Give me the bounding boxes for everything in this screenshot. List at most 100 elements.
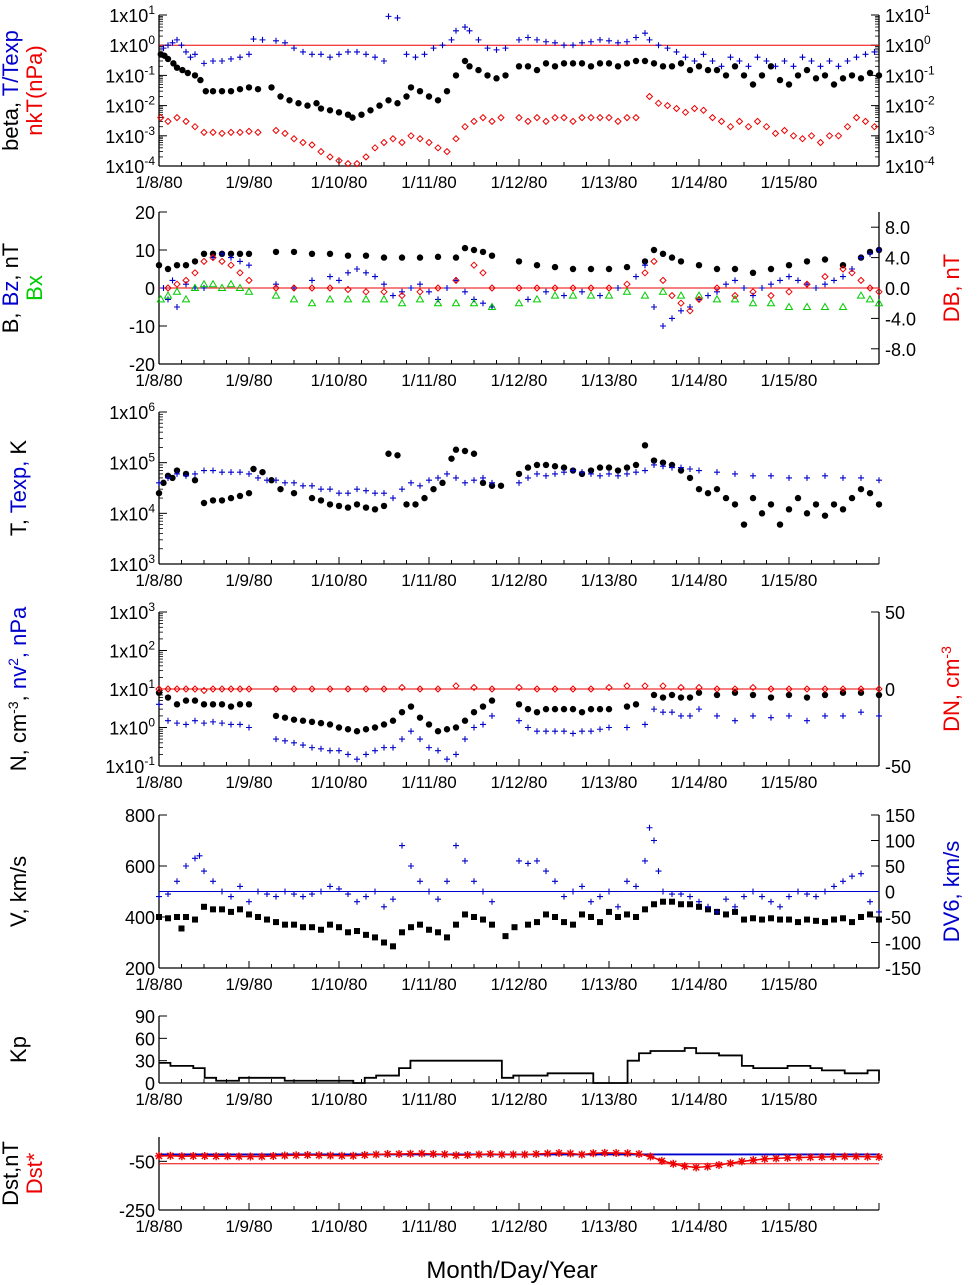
right-axis-label: DV6, km/s xyxy=(939,841,964,942)
data-point xyxy=(866,489,874,497)
data-point xyxy=(272,685,280,693)
data-point xyxy=(192,916,198,923)
tick-exponent: 0 xyxy=(924,33,931,47)
data-point xyxy=(183,281,189,288)
data-point xyxy=(372,934,378,941)
data-point xyxy=(282,921,288,928)
data-point xyxy=(525,296,531,303)
data-point xyxy=(416,685,424,693)
data-point xyxy=(785,691,793,699)
data-point xyxy=(235,283,245,291)
data-point xyxy=(515,284,523,292)
y-tick-label: 1x10-3 xyxy=(885,124,935,147)
data-point xyxy=(516,36,522,43)
data-point xyxy=(218,685,226,693)
data-point xyxy=(412,54,419,61)
tick-exponent: 0 xyxy=(148,716,155,730)
data-point xyxy=(416,288,424,296)
data-point xyxy=(681,108,690,117)
data-point xyxy=(677,258,685,265)
data-point xyxy=(309,277,315,284)
data-point xyxy=(861,117,870,126)
data-point xyxy=(551,284,559,292)
data-point xyxy=(578,708,586,716)
data-point xyxy=(362,504,370,511)
data-point xyxy=(695,683,703,692)
data-point xyxy=(749,691,757,699)
data-point xyxy=(677,60,685,67)
data-point xyxy=(471,477,477,484)
data-point xyxy=(569,265,577,273)
data-point xyxy=(417,1149,426,1158)
data-point xyxy=(570,730,576,737)
data-point xyxy=(543,868,549,875)
data-point xyxy=(763,57,770,64)
data-point xyxy=(160,45,167,52)
series-1 xyxy=(160,13,878,70)
data-point xyxy=(804,474,810,481)
data-point xyxy=(219,720,225,727)
data-point xyxy=(696,898,702,905)
label-part: -3 xyxy=(938,646,954,659)
series-1 xyxy=(156,701,882,763)
data-point xyxy=(767,63,775,70)
data-point xyxy=(336,277,342,284)
data-point xyxy=(858,709,864,716)
data-point xyxy=(731,685,739,693)
data-point xyxy=(489,921,495,928)
data-point xyxy=(642,906,648,913)
data-point xyxy=(480,888,486,895)
data-point xyxy=(785,81,793,88)
data-point xyxy=(291,739,297,746)
data-point xyxy=(552,914,558,920)
data-point xyxy=(349,1151,358,1160)
data-point xyxy=(273,919,279,926)
data-point xyxy=(597,36,603,43)
data-point xyxy=(525,474,531,481)
data-point xyxy=(277,93,284,100)
data-point xyxy=(228,908,234,915)
data-point xyxy=(856,291,866,299)
data-point xyxy=(309,924,315,931)
data-point xyxy=(179,66,186,74)
data-point xyxy=(804,916,810,923)
data-point xyxy=(223,1152,232,1161)
tick-exponent: -3 xyxy=(924,124,935,138)
series-2 xyxy=(155,682,883,695)
data-point xyxy=(579,288,585,295)
tick-exponent: -2 xyxy=(924,94,935,108)
data-point xyxy=(303,1151,312,1160)
tick-exponent: 1 xyxy=(148,3,155,17)
data-point xyxy=(692,1163,701,1172)
data-point xyxy=(741,893,747,900)
data-point xyxy=(597,893,603,900)
data-point xyxy=(345,48,351,55)
y-tick-label: 60 xyxy=(135,1029,155,1049)
data-point xyxy=(344,726,352,733)
data-point xyxy=(300,924,306,931)
data-point xyxy=(327,747,333,754)
tick-exponent: 3 xyxy=(148,600,155,614)
data-point xyxy=(484,45,491,52)
data-point xyxy=(236,701,244,708)
data-point xyxy=(660,709,666,716)
data-point xyxy=(543,38,549,45)
data-point xyxy=(174,470,180,477)
data-point xyxy=(376,102,383,109)
data-point xyxy=(803,685,811,693)
data-point xyxy=(237,721,243,728)
data-point xyxy=(686,307,694,315)
data-point xyxy=(596,705,604,713)
tick-base: 1x10 xyxy=(109,555,148,575)
data-point xyxy=(772,1154,781,1163)
data-point xyxy=(434,253,442,261)
data-point xyxy=(354,898,360,905)
data-point xyxy=(246,898,252,905)
data-point xyxy=(155,1151,163,1160)
data-point xyxy=(408,924,414,931)
label-part: 2 xyxy=(5,658,21,666)
data-point xyxy=(209,701,217,708)
tick-base: 1x10 xyxy=(885,36,924,56)
data-point xyxy=(227,87,235,95)
tick-exponent: 1 xyxy=(148,677,155,691)
